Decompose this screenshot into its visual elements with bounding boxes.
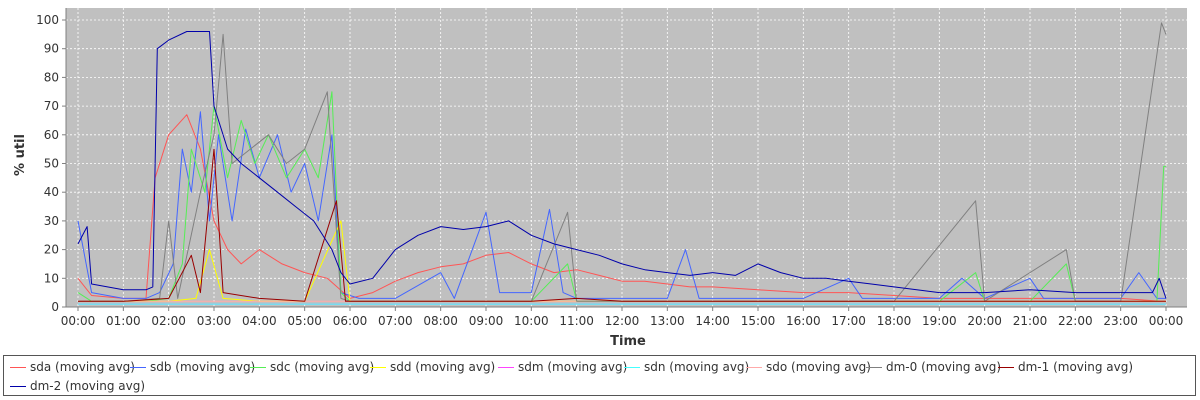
- legend-label: sdo (moving avg): [766, 360, 871, 374]
- x-tick-label: 00:00: [1149, 314, 1184, 328]
- x-tick-label: 22:00: [1058, 314, 1093, 328]
- x-tick-label: 00:00: [61, 314, 96, 328]
- legend-swatch: [250, 366, 266, 368]
- plot-area: [66, 8, 1187, 307]
- y-tick-label: 100: [36, 13, 59, 27]
- legend-label: sdb (moving avg): [150, 360, 256, 374]
- legend-label: sdn (moving avg): [644, 360, 750, 374]
- x-tick-label: 15:00: [741, 314, 776, 328]
- legend-item: sdm (moving avg): [498, 358, 627, 376]
- series-line-0: [77, 114, 1166, 302]
- x-tick-label: 13:00: [650, 314, 685, 328]
- legend-item: sdb (moving avg): [130, 358, 255, 376]
- legend-item: sdn (moving avg): [624, 358, 749, 376]
- x-tick-label: 18:00: [877, 314, 912, 328]
- legend-item: dm-1 (moving avg): [998, 358, 1133, 376]
- legend: sda (moving avg) sdb (moving avg) sdc (mov…: [3, 355, 1196, 396]
- legend-swatch: [10, 385, 26, 387]
- legend-swatch: [10, 366, 26, 368]
- legend-item: sdc (moving avg): [250, 358, 374, 376]
- x-tick-label: 08:00: [423, 314, 458, 328]
- legend-swatch: [370, 366, 386, 368]
- x-tick-label: 19:00: [922, 314, 957, 328]
- y-tick-label: 20: [44, 243, 59, 257]
- legend-label: dm-0 (moving avg): [886, 360, 1002, 374]
- series-line-1: [77, 111, 1166, 299]
- x-tick-label: 05:00: [287, 314, 322, 328]
- x-tick-label: 12:00: [605, 314, 640, 328]
- x-tick-label: 06:00: [333, 314, 368, 328]
- y-tick-label: 70: [44, 99, 59, 113]
- legend-label: sdd (moving avg): [390, 360, 496, 374]
- y-tick-label: 10: [44, 271, 59, 285]
- legend-item: sdd (moving avg): [370, 358, 495, 376]
- y-tick-label: 0: [51, 300, 59, 314]
- y-tick-label: 80: [44, 70, 59, 84]
- legend-item: dm-2 (moving avg): [10, 377, 145, 395]
- legend-label: sdc (moving avg): [270, 360, 375, 374]
- x-tick-labels: 00:00 01:00 02:00 03:00 04:00 05:00 06:00 07:00…: [61, 314, 1184, 328]
- x-tick-label: 14:00: [695, 314, 730, 328]
- legend-label: dm-1 (moving avg): [1018, 360, 1134, 374]
- legend-label: sdm (moving avg): [518, 360, 628, 374]
- x-tick-label: 09:00: [469, 314, 504, 328]
- x-tick-label: 20:00: [967, 314, 1002, 328]
- legend-swatch: [746, 366, 762, 368]
- legend-label: sda (moving avg): [30, 360, 135, 374]
- y-tick-label: 30: [44, 214, 59, 228]
- x-tick-label: 17:00: [831, 314, 866, 328]
- axes: [62, 8, 1187, 311]
- x-tick-label: 23:00: [1103, 314, 1138, 328]
- x-tick-label: 16:00: [786, 314, 821, 328]
- x-axis-title: Time: [610, 334, 646, 349]
- x-tick-label: 07:00: [378, 314, 413, 328]
- x-tick-label: 01:00: [106, 314, 141, 328]
- legend-label: dm-2 (moving avg): [30, 379, 146, 393]
- series-lines: [77, 22, 1167, 305]
- series-line-8: [78, 148, 1166, 302]
- line-chart: 0 10 20 30 40 50 60 70 80 90 100 00:00 01:00 02:00 03…: [13, 8, 1187, 349]
- legend-swatch: [866, 366, 882, 368]
- legend-swatch: [998, 366, 1014, 368]
- y-tick-label: 40: [44, 185, 59, 199]
- x-tick-label: 03:00: [197, 314, 232, 328]
- x-tick-label: 04:00: [242, 314, 277, 328]
- x-tick-label: 10:00: [514, 314, 549, 328]
- legend-swatch: [624, 366, 640, 368]
- y-axis-title: % util: [13, 134, 28, 176]
- legend-item: sda (moving avg): [10, 358, 135, 376]
- legend-item: dm-0 (moving avg): [866, 358, 1001, 376]
- legend-item: sdo (moving avg): [746, 358, 871, 376]
- y-tick-label: 60: [44, 128, 59, 142]
- y-tick-labels: 0 10 20 30 40 50 60 70 80 90 100: [36, 13, 59, 314]
- x-tick-label: 11:00: [559, 314, 594, 328]
- grid-lines: [66, 8, 1187, 308]
- y-tick-label: 90: [44, 42, 59, 56]
- x-tick-label: 02:00: [151, 314, 186, 328]
- series-line-9: [77, 31, 1167, 299]
- legend-swatch: [130, 366, 146, 368]
- y-tick-label: 50: [44, 157, 59, 171]
- legend-swatch: [498, 366, 514, 368]
- x-tick-label: 21:00: [1013, 314, 1048, 328]
